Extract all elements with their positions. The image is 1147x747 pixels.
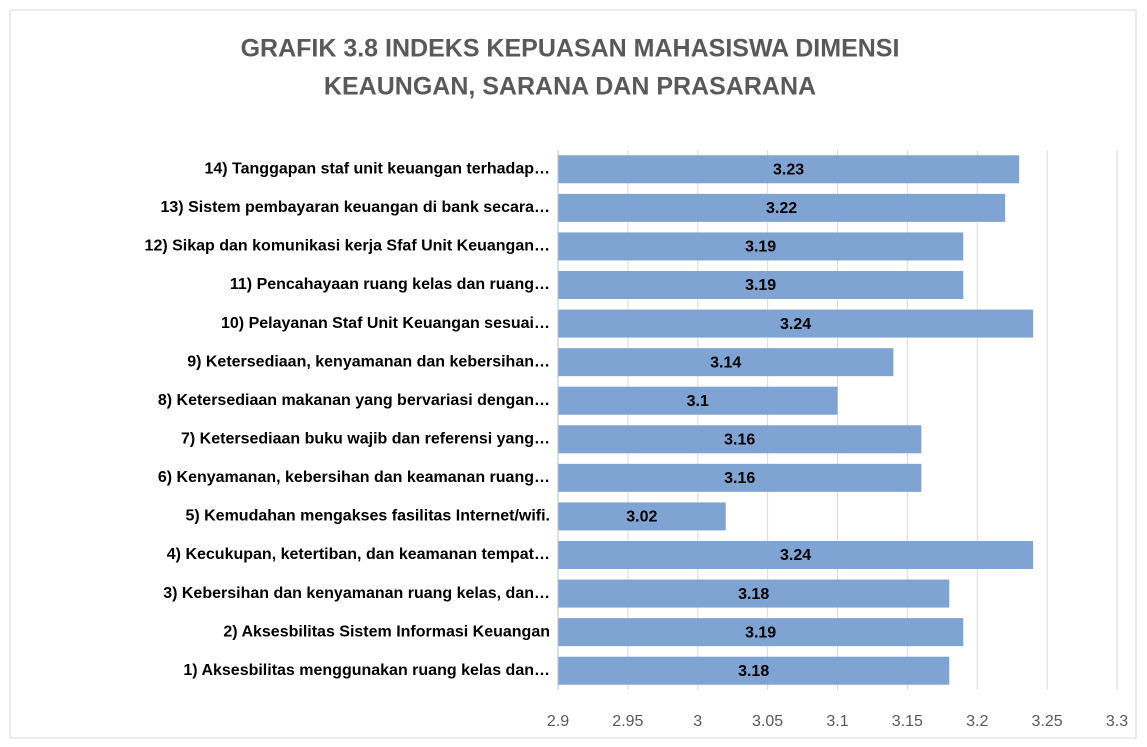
data-label: 3.1 <box>687 393 709 410</box>
y-tick-label: 14) Tanggapan staf unit keuangan terhada… <box>204 161 550 178</box>
bar <box>558 309 1034 338</box>
data-label: 3.22 <box>766 200 797 217</box>
data-label: 3.02 <box>626 509 657 526</box>
data-label: 3.16 <box>724 432 755 449</box>
y-tick-label: 8) Ketersediaan makanan yang bervariasi … <box>158 392 550 409</box>
bar <box>558 463 922 492</box>
y-tick-label: 9) Ketersediaan, kenyamanan dan kebersih… <box>187 353 550 370</box>
y-tick-label: 10) Pelayanan Staf Unit Keuangan sesuai… <box>221 315 550 332</box>
y-tick-label: 3) Kebersihan dan kenyamanan ruang kelas… <box>163 585 550 602</box>
y-tick-label: 12) Sikap dan komunikasi kerja Sfaf Unit… <box>145 238 550 255</box>
x-tick-label: 3.3 <box>1106 713 1128 730</box>
x-tick-label: 3.05 <box>752 713 783 730</box>
y-tick-label: 5) Kemudahan mengakses fasilitas Interne… <box>185 508 550 525</box>
y-tick-label: 6) Kenyamanan, kebersihan dan keamanan r… <box>158 469 550 486</box>
data-label: 3.14 <box>710 354 741 371</box>
bar <box>558 425 922 454</box>
x-tick-label: 3.15 <box>892 713 923 730</box>
chart-title: GRAFIK 3.8 INDEKS KEPUASAN MAHASISWA DIM… <box>241 35 900 63</box>
bar <box>558 386 838 415</box>
y-tick-label: 4) Kecukupan, ketertiban, dan keamanan t… <box>167 546 550 563</box>
data-label: 3.19 <box>745 277 776 294</box>
x-tick-label: 3.1 <box>826 713 848 730</box>
bar <box>558 541 1034 569</box>
bar <box>558 155 1020 184</box>
bar <box>558 618 964 647</box>
bar <box>558 656 950 685</box>
data-label: 3.24 <box>780 316 811 333</box>
y-tick-label: 7) Ketersediaan buku wajib dan referensi… <box>181 431 550 448</box>
bar <box>558 271 964 299</box>
x-tick-label: 2.95 <box>612 713 643 730</box>
bar <box>558 502 726 531</box>
data-label: 3.24 <box>780 547 811 564</box>
data-label: 3.23 <box>773 162 804 179</box>
y-tick-label: 13) Sistem pembayaran keuangan di bank s… <box>161 199 551 216</box>
chart-title: KEAUNGAN, SARANA DAN PRASARANA <box>324 73 816 101</box>
data-label: 3.18 <box>738 586 769 603</box>
data-label: 3.19 <box>745 239 776 256</box>
bar <box>558 579 950 608</box>
data-label: 3.19 <box>745 624 776 641</box>
data-label: 3.16 <box>724 470 755 487</box>
bar <box>558 193 1006 222</box>
bar <box>558 348 894 377</box>
bar <box>558 232 964 261</box>
y-tick-label: 1) Aksesbilitas menggunakan ruang kelas … <box>183 662 550 679</box>
x-tick-label: 3 <box>693 713 702 730</box>
data-label: 3.18 <box>738 663 769 680</box>
x-tick-label: 3.25 <box>1032 713 1063 730</box>
x-tick-label: 3.2 <box>966 713 988 730</box>
y-tick-label: 11) Pencahayaan ruang kelas dan ruang… <box>230 276 550 293</box>
x-tick-label: 2.9 <box>547 713 569 730</box>
y-tick-label: 2) Aksesbilitas Sistem Informasi Keuanga… <box>223 623 550 640</box>
